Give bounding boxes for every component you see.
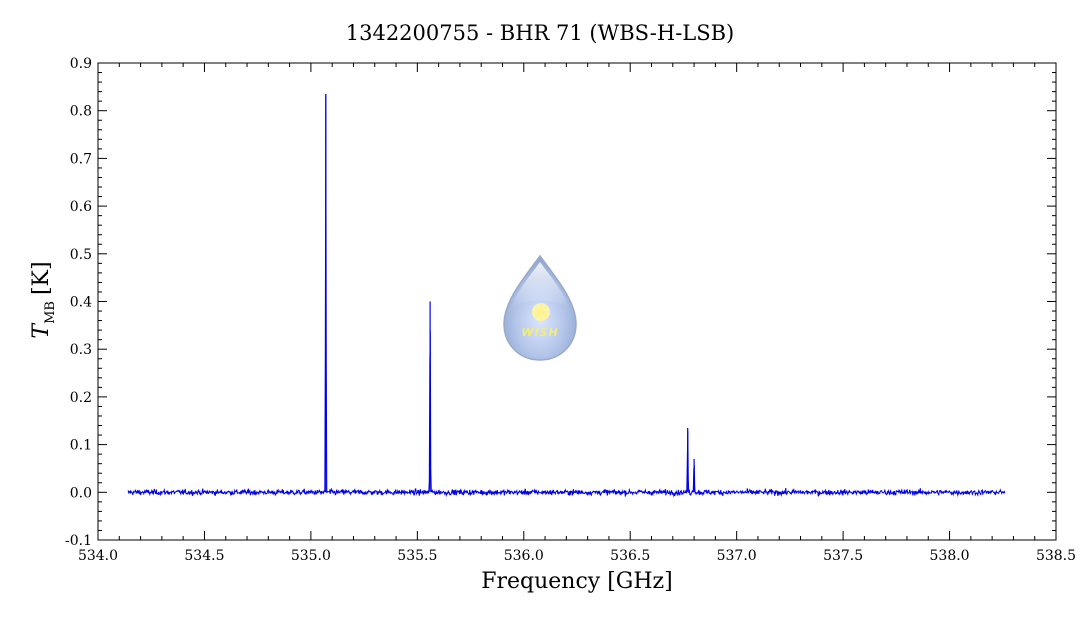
x-axis-label: Frequency [GHz] <box>481 569 673 594</box>
star-icon <box>532 303 550 321</box>
y-tick-label: 0.0 <box>70 485 92 501</box>
x-tick-label: 537.0 <box>717 548 757 564</box>
y-axis-unit: [K] <box>29 261 54 295</box>
x-tick-label: 534.5 <box>184 548 224 564</box>
wish-droplet-logo: WISH <box>503 254 577 361</box>
y-tick-label: 0.7 <box>70 151 92 167</box>
plot-frame <box>97 62 1057 541</box>
x-tick-label: 538.5 <box>1036 548 1076 564</box>
y-axis-subscript: MB <box>43 301 58 324</box>
x-tick-label: 534.0 <box>78 548 118 564</box>
y-axis-label: TMB [K] <box>29 261 58 338</box>
y-tick-label: 0.6 <box>70 199 92 215</box>
tick-labels: 534.0 534.5 535.0 535.5 536.0 536.5 537.0 537.5… <box>65 56 1076 564</box>
y-tick-label: 0.4 <box>70 295 92 311</box>
spectrum-line <box>127 94 1006 498</box>
y-tick-label: -0.1 <box>65 533 92 549</box>
y-tick-label: 0.3 <box>70 342 92 358</box>
x-tick-label: 536.0 <box>504 548 544 564</box>
x-tick-label: 537.5 <box>823 548 863 564</box>
y-axis-symbol: T <box>29 322 54 339</box>
y-tick-label: 0.8 <box>70 104 92 120</box>
x-tick-label: 538.0 <box>930 548 970 564</box>
y-tick-label: 0.2 <box>70 390 92 406</box>
x-tick-label: 535.0 <box>291 548 331 564</box>
axis-ticks <box>97 62 1057 541</box>
svg-text:TMB[K]: TMB [K] <box>29 261 58 338</box>
logo-text: WISH <box>521 326 558 339</box>
y-tick-label: 0.9 <box>70 56 92 72</box>
x-tick-label: 535.5 <box>397 548 437 564</box>
x-tick-label: 536.5 <box>610 548 650 564</box>
y-tick-label: 0.1 <box>70 438 92 454</box>
chart-title: 1342200755 - BHR 71 (WBS-H-LSB) <box>346 21 735 45</box>
y-tick-label: 0.5 <box>70 247 92 263</box>
spectral-peaks <box>325 94 695 493</box>
